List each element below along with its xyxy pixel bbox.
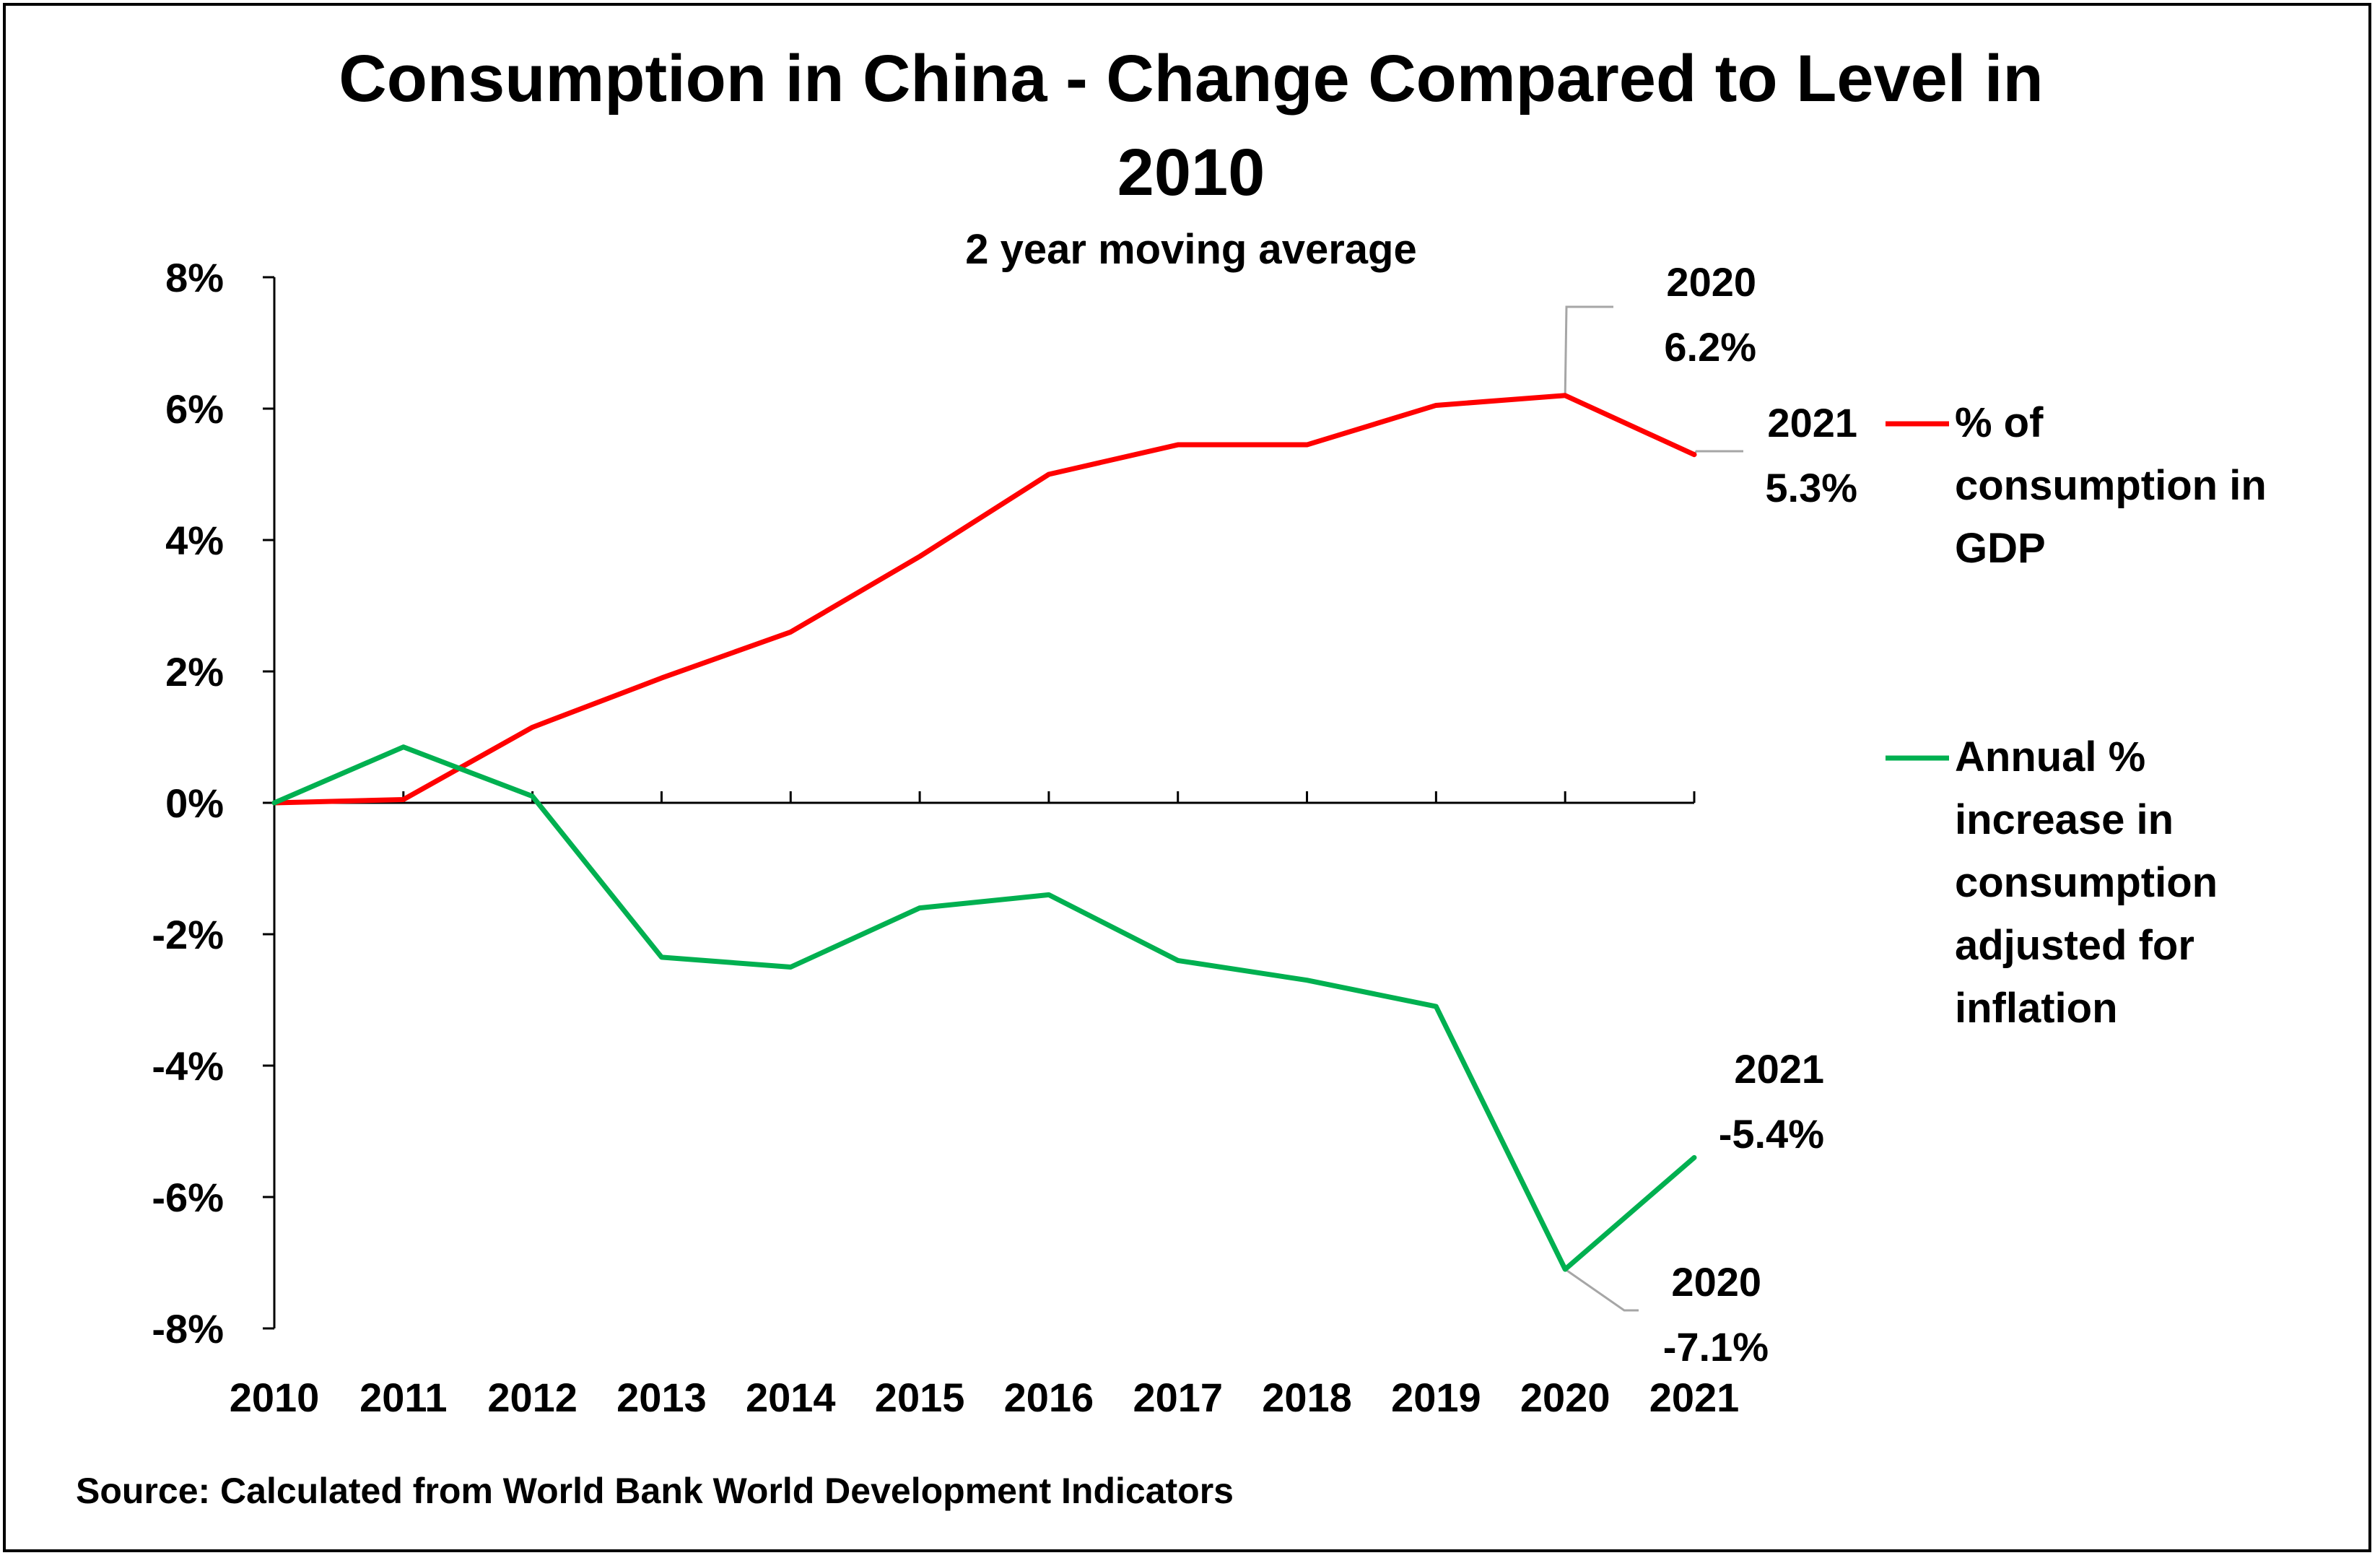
- source-note: Source: Calculated from World Bank World…: [76, 1471, 1234, 1511]
- legend-label: consumption in: [1955, 462, 2267, 509]
- y-tick-label: 0%: [165, 780, 224, 826]
- legend-label: % of: [1955, 399, 2044, 446]
- series-lines: [271, 393, 1697, 1272]
- annotation-label: 2021: [1734, 1046, 1824, 1092]
- series-line-consumption-share-gdp: [271, 393, 1697, 806]
- legend-label: Annual %: [1955, 734, 2145, 780]
- x-tick-label: 2021: [1649, 1375, 1740, 1420]
- x-tick-label: 2010: [230, 1375, 320, 1420]
- axes: 8% 6% 4% 2% 0% -2% -4% -6% -8%2010 2011 2012 2013 20…: [152, 255, 1739, 1420]
- y-tick-label: 4%: [165, 518, 224, 563]
- x-tick-label: 2018: [1262, 1375, 1352, 1420]
- annotation-leaders: [1564, 305, 1743, 1312]
- x-tick-label: 2016: [1004, 1375, 1094, 1420]
- chart-subtitle: 2 year moving average: [965, 226, 1416, 273]
- y-tick-label: -2%: [152, 912, 224, 957]
- x-tick-label: 2013: [616, 1375, 707, 1420]
- annotation-label: 5.3%: [1765, 465, 1857, 510]
- annotation-label: 2021: [1767, 400, 1857, 445]
- legend-label: GDP: [1955, 525, 2046, 572]
- x-tick-label: 2011: [359, 1375, 448, 1420]
- annotation-label: -5.4%: [1719, 1111, 1824, 1157]
- y-tick-label: -6%: [152, 1175, 224, 1220]
- x-tick-label: 2015: [875, 1375, 965, 1420]
- series-line-real-consumption-growth: [271, 744, 1697, 1272]
- y-tick-label: 2%: [165, 649, 224, 695]
- annotation-leader: [1564, 1268, 1639, 1312]
- annotation-label: 6.2%: [1664, 324, 1756, 370]
- y-tick-label: -8%: [152, 1306, 224, 1352]
- chart-title-line-1: Consumption in China - Change Compared t…: [339, 42, 2043, 116]
- annotation-label: 2020: [1671, 1259, 1761, 1305]
- legend-label: consumption: [1955, 859, 2218, 906]
- annotation-leader: [1564, 305, 1613, 396]
- legend-label: adjusted for: [1955, 922, 2194, 969]
- x-tick-label: 2017: [1133, 1375, 1223, 1420]
- chart-title-line-2: 2010: [1117, 136, 1265, 209]
- annotation-label: -7.1%: [1663, 1324, 1769, 1370]
- annotation-label: 2020: [1666, 259, 1756, 305]
- y-tick-label: -4%: [152, 1043, 224, 1089]
- y-tick-label: 6%: [165, 386, 224, 432]
- y-tick-label: 8%: [165, 255, 224, 300]
- x-tick-label: 2014: [746, 1375, 836, 1420]
- legend-label: increase in: [1955, 796, 2174, 843]
- x-tick-label: 2012: [487, 1375, 577, 1420]
- x-tick-label: 2020: [1520, 1375, 1610, 1420]
- x-tick-label: 2019: [1391, 1375, 1481, 1420]
- annotation-leader: [1693, 450, 1743, 456]
- chart-frame: [3, 3, 2371, 1552]
- legend-label: inflation: [1955, 985, 2118, 1032]
- legend: % of consumption in GDP Annual % increase in…: [1886, 399, 2267, 1032]
